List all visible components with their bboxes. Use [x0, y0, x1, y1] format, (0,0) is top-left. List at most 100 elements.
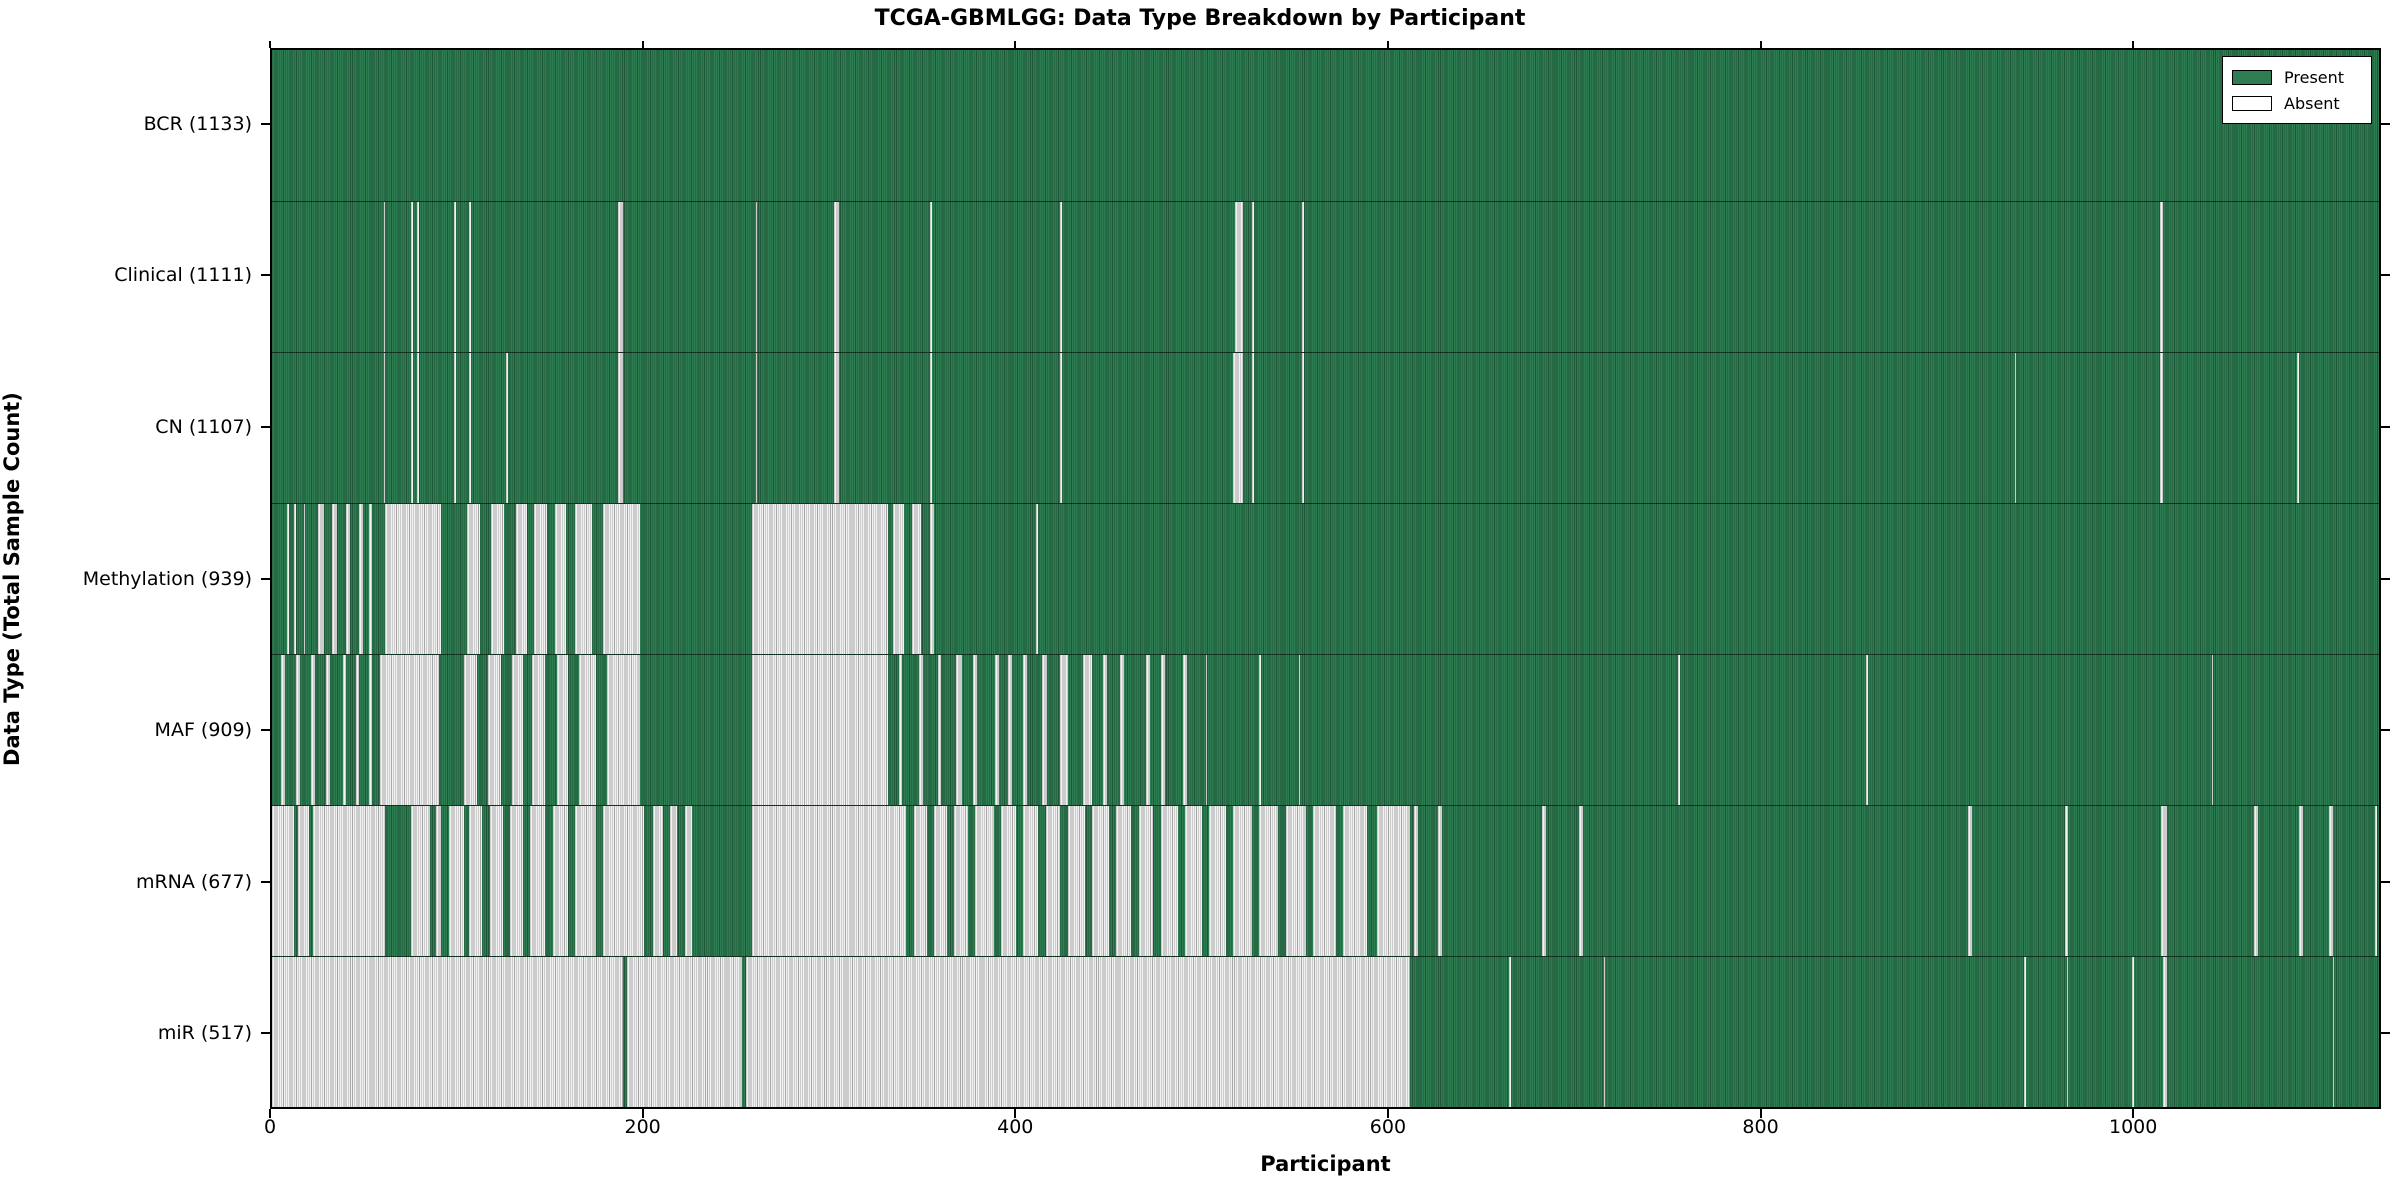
absent-segment	[1000, 806, 1016, 956]
absent-segment	[606, 655, 641, 805]
absent-segment	[1302, 353, 1305, 503]
absent-segment	[1205, 655, 1208, 805]
absent-segment	[383, 353, 386, 503]
y-tick-mark	[261, 274, 270, 277]
absent-segment	[286, 504, 289, 654]
absent-segment	[956, 655, 962, 805]
absent-segment	[318, 504, 325, 654]
absent-segment	[1185, 806, 1202, 956]
absent-segment	[575, 504, 592, 654]
absent-segment	[331, 504, 338, 654]
absent-segment	[2328, 806, 2333, 956]
absent-segment	[751, 504, 888, 654]
absent-segment	[974, 806, 994, 956]
absent-segment	[298, 806, 310, 956]
absent-segment	[411, 202, 414, 352]
x-tick-mark	[641, 1109, 644, 1118]
absent-segment	[1183, 655, 1187, 805]
x-tick-mark-top	[269, 41, 271, 48]
x-tick-label: 1000	[2109, 1116, 2158, 1138]
absent-segment	[385, 504, 442, 654]
absent-segment	[751, 806, 907, 956]
absent-segment	[1313, 806, 1336, 956]
absent-segment	[383, 202, 386, 352]
absent-segment	[506, 353, 509, 503]
absent-segment	[617, 353, 624, 503]
legend-entry-present: Present	[2232, 64, 2361, 90]
absent-segment	[2254, 806, 2259, 956]
absent-segment	[532, 655, 546, 805]
absent-segment	[272, 957, 624, 1107]
absent-segment	[355, 655, 360, 805]
absent-segment	[1160, 655, 1165, 805]
absent-segment	[627, 957, 743, 1107]
y-tick-mark	[261, 1032, 270, 1035]
y-tick-mark	[261, 880, 270, 883]
absent-segment	[1259, 655, 1262, 805]
absent-segment	[2131, 957, 2134, 1107]
absent-segment	[554, 504, 566, 654]
absent-segment	[755, 353, 758, 503]
legend: Present Absent	[2222, 56, 2372, 124]
absent-segment	[530, 806, 546, 956]
x-tick-mark	[2132, 1109, 2135, 1118]
absent-segment	[435, 806, 442, 956]
absent-segment	[833, 202, 840, 352]
absent-segment	[454, 353, 457, 503]
y-tick-mark	[261, 425, 270, 428]
x-tick-mark-top	[1759, 41, 1762, 48]
x-tick-mark	[1759, 1109, 1762, 1118]
absent-segment	[934, 806, 948, 956]
absent-segment	[368, 504, 373, 654]
absent-segment	[1060, 202, 1063, 352]
heatmap-row-BCR	[272, 50, 2379, 201]
y-tick-mark	[261, 122, 270, 125]
absent-segment	[325, 655, 330, 805]
absent-segment	[281, 655, 286, 805]
absent-segment	[1092, 806, 1109, 956]
absent-segment	[296, 655, 300, 805]
absent-segment	[751, 655, 888, 805]
absent-segment	[1120, 655, 1124, 805]
absent-segment	[379, 655, 440, 805]
heatmap-row-miR	[272, 956, 2379, 1107]
absent-segment	[448, 806, 464, 956]
y-tick-label: miR (517)	[157, 1022, 252, 1045]
heatmap-row-Methylation	[272, 503, 2379, 654]
absent-segment	[1413, 806, 1418, 956]
absent-segment	[487, 655, 501, 805]
absent-segment	[534, 504, 548, 654]
x-axis-label: Participant	[1260, 1152, 1391, 1176]
absent-segment	[1508, 957, 1511, 1107]
x-tick-label: 200	[624, 1116, 661, 1138]
absent-segment	[556, 655, 568, 805]
absent-segment	[346, 504, 351, 654]
absent-segment	[303, 504, 306, 654]
absent-segment	[469, 806, 483, 956]
y-tick-mark	[261, 729, 270, 732]
absent-segment	[1103, 655, 1107, 805]
absent-segment	[1233, 353, 1243, 503]
legend-present-label: Present	[2284, 67, 2345, 87]
absent-segment	[1233, 806, 1253, 956]
absent-segment	[578, 655, 596, 805]
absent-segment	[1209, 806, 1226, 956]
absent-segment	[2299, 806, 2303, 956]
absent-segment	[411, 353, 414, 503]
absent-segment	[1259, 806, 1279, 956]
absent-segment	[515, 504, 527, 654]
absent-segment	[2161, 806, 2167, 956]
absent-segment	[342, 655, 347, 805]
absent-segment	[469, 353, 471, 503]
absent-segment	[1235, 202, 1243, 352]
absent-segment	[491, 504, 505, 654]
absent-segment	[552, 806, 568, 956]
absent-segment	[1138, 806, 1154, 956]
absent-segment	[603, 504, 641, 654]
y-tick-mark	[2381, 577, 2390, 580]
absent-segment	[913, 806, 927, 956]
x-tick-mark-top	[2132, 41, 2135, 48]
y-tick-mark	[2381, 425, 2390, 428]
absent-segment	[511, 655, 524, 805]
present-swatch	[2232, 69, 2272, 85]
